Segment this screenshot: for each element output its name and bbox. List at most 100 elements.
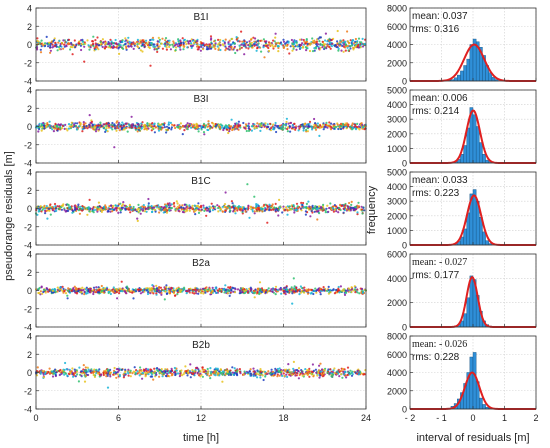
scatter-point [262, 46, 265, 49]
scatter-point [316, 207, 319, 210]
scatter-point [332, 124, 336, 127]
scatter-point [137, 203, 140, 206]
scatter-point [106, 287, 109, 290]
scatter-point [208, 205, 211, 208]
scatter-point [125, 292, 128, 295]
scatter-point [342, 288, 345, 291]
scatter-point [65, 368, 68, 371]
scatter-point [315, 291, 318, 294]
scatter-point [92, 373, 95, 377]
scatter-point [363, 42, 366, 46]
scatter-point [240, 46, 243, 49]
scatter-point [83, 45, 86, 48]
y-tick-label: 3000 [387, 115, 407, 125]
scatter-point [162, 372, 165, 375]
scatter-point [292, 360, 295, 363]
scatter-point [288, 205, 291, 208]
scatter-point [230, 118, 233, 121]
scatter-point [259, 376, 262, 379]
scatter-point [196, 207, 199, 210]
scatter-point [164, 290, 167, 293]
scatter-point [343, 40, 346, 43]
scatter-point [153, 206, 156, 209]
scatter-point [120, 280, 123, 283]
scatter-point [36, 366, 39, 369]
scatter-point [255, 203, 258, 206]
scatter-point [159, 207, 162, 210]
scatter-point [141, 205, 144, 208]
scatter-point [108, 42, 111, 45]
scatter-point [257, 287, 260, 290]
scatter-point [353, 285, 356, 288]
scatter-point [207, 370, 210, 373]
scatter-point [220, 126, 224, 129]
scatter-point [276, 375, 279, 378]
scatter-point [110, 204, 113, 207]
scatter-point [124, 208, 127, 211]
scatter-point [357, 125, 360, 128]
scatter-point [341, 41, 344, 44]
scatter-point [261, 374, 264, 377]
scatter-point [192, 41, 196, 45]
scatter-point [54, 122, 57, 125]
scatter-point [267, 287, 270, 290]
scatter-point [173, 366, 176, 370]
scatter-point [281, 126, 285, 129]
scatter-point [123, 204, 126, 207]
scatter-point [212, 43, 216, 46]
scatter-point [217, 210, 220, 213]
scatter-point [224, 49, 227, 52]
scatter-point [182, 373, 185, 376]
scatter-point [244, 44, 247, 47]
scatter-point [288, 52, 291, 55]
scatter-point [74, 46, 77, 49]
scatter-point [255, 204, 258, 208]
scatter-point [114, 38, 117, 42]
scatter-point [326, 371, 329, 374]
scatter-point [197, 292, 200, 295]
scatter-point [121, 290, 124, 293]
scatter-point [358, 128, 361, 131]
scatter-point [145, 367, 148, 370]
scatter-point [64, 361, 67, 365]
scatter-point [321, 288, 324, 291]
scatter-point [137, 46, 140, 49]
scatter-point [65, 127, 68, 130]
scatter-point [218, 126, 222, 129]
scatter-point [74, 375, 77, 378]
y-tick-label: 0 [402, 323, 407, 333]
scatter-point [244, 289, 248, 292]
scatter-point [111, 206, 114, 209]
scatter-point [208, 374, 211, 377]
scatter-point [107, 122, 110, 125]
scatter-point [79, 205, 82, 208]
scatter-point [351, 126, 354, 129]
scatter-point [214, 286, 217, 289]
scatter-point [239, 289, 242, 293]
scatter-point [106, 368, 109, 371]
scatter-point [293, 40, 296, 43]
y-tick-label: 2 [27, 268, 32, 278]
scatter-point [329, 291, 332, 294]
scatter-point [63, 373, 66, 376]
scatter-point [243, 53, 246, 56]
scatter-point [319, 36, 322, 39]
scatter-point [329, 47, 332, 50]
scatter-point [286, 205, 289, 208]
scatter-point [193, 292, 196, 295]
scatter-point [235, 38, 238, 41]
scatter-point [249, 368, 252, 371]
scatter-point [223, 42, 226, 45]
scatter-point [308, 205, 311, 208]
scatter-point [354, 371, 357, 374]
scatter-point [248, 216, 251, 219]
scatter-point [271, 370, 275, 373]
y-tick-label: 0 [402, 241, 407, 251]
scatter-point [253, 212, 256, 215]
y-tick-label: 6000 [387, 250, 407, 260]
scatter-point [92, 45, 95, 48]
scatter-point [304, 213, 307, 216]
scatter-point [111, 121, 114, 125]
